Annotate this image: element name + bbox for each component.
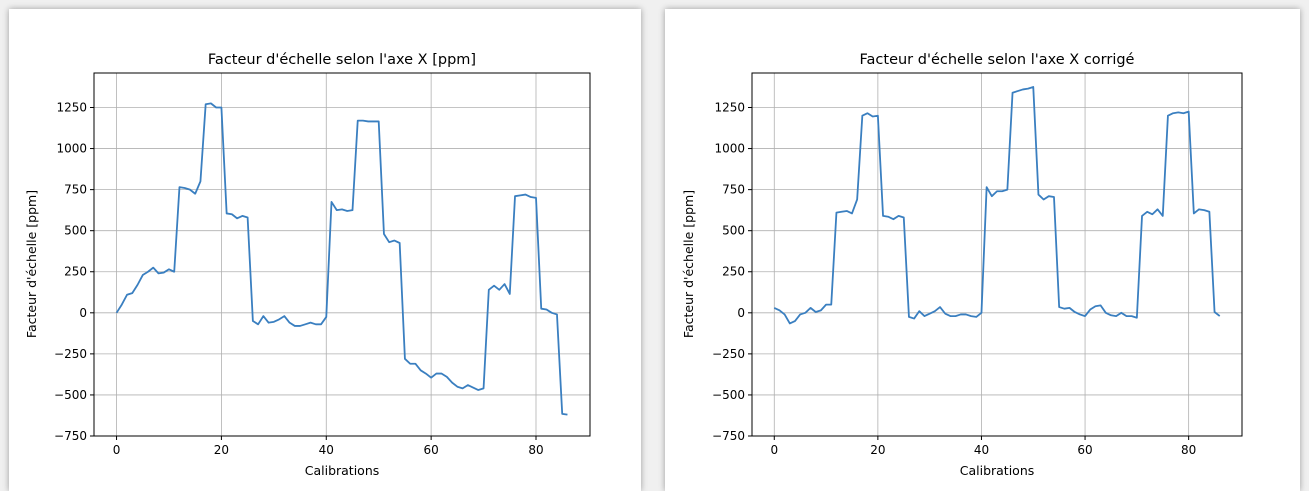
axes-frame (751, 72, 1243, 437)
y-tick-label: −250 (712, 347, 745, 361)
chart-panel-left: Facteur d'échelle selon l'axe X [ppm] Ca… (9, 9, 641, 491)
x-tick-label: 60 (423, 443, 438, 457)
y-tick-label: 750 (64, 183, 87, 197)
y-tick-label: 1250 (714, 100, 745, 114)
y-axis-label: Facteur d'échelle [ppm] (681, 190, 696, 338)
series-line (773, 86, 1221, 325)
x-tick-label: 80 (528, 443, 543, 457)
y-tick-label: 250 (722, 265, 745, 279)
y-tick-label: 1000 (56, 142, 87, 156)
x-tick-label: 0 (770, 443, 778, 457)
chart-panel-right: Facteur d'échelle selon l'axe X corrigé … (665, 9, 1300, 491)
y-tick-label: −500 (54, 388, 87, 402)
y-tick-label: −250 (54, 347, 87, 361)
chart-title: Facteur d'échelle selon l'axe X [ppm] (208, 52, 476, 68)
y-axis-label: Facteur d'échelle [ppm] (24, 190, 39, 338)
y-tick-label: −750 (712, 429, 745, 443)
grid (752, 73, 1242, 437)
x-tick-label: 20 (214, 443, 229, 457)
y-tick-label: 0 (79, 306, 87, 320)
x-axis-label: Calibrations (960, 463, 1035, 478)
series-line (115, 102, 568, 416)
y-tick-label: 500 (722, 224, 745, 238)
y-tick-label: 500 (64, 224, 87, 238)
y-tick-label: −750 (54, 429, 87, 443)
x-tick-label: 20 (870, 443, 885, 457)
x-axis-label: Calibrations (305, 463, 380, 478)
y-tick-label: 750 (722, 183, 745, 197)
x-tick-label: 40 (974, 443, 989, 457)
y-tick-label: 1000 (714, 142, 745, 156)
y-tick-label: 1250 (56, 100, 87, 114)
x-tick-label: 0 (113, 443, 121, 457)
grid (94, 73, 590, 437)
y-tick-label: −500 (712, 388, 745, 402)
chart-right: Facteur d'échelle selon l'axe X corrigé … (681, 52, 1243, 478)
axes-frame (93, 72, 591, 437)
chart-title: Facteur d'échelle selon l'axe X corrigé (860, 52, 1135, 68)
y-tick-label: 250 (64, 265, 87, 279)
y-tick-label: 0 (737, 306, 745, 320)
x-tick-label: 80 (1181, 443, 1196, 457)
chart-left: Facteur d'échelle selon l'axe X [ppm] Ca… (24, 52, 591, 478)
x-tick-label: 40 (319, 443, 334, 457)
x-tick-label: 60 (1077, 443, 1092, 457)
